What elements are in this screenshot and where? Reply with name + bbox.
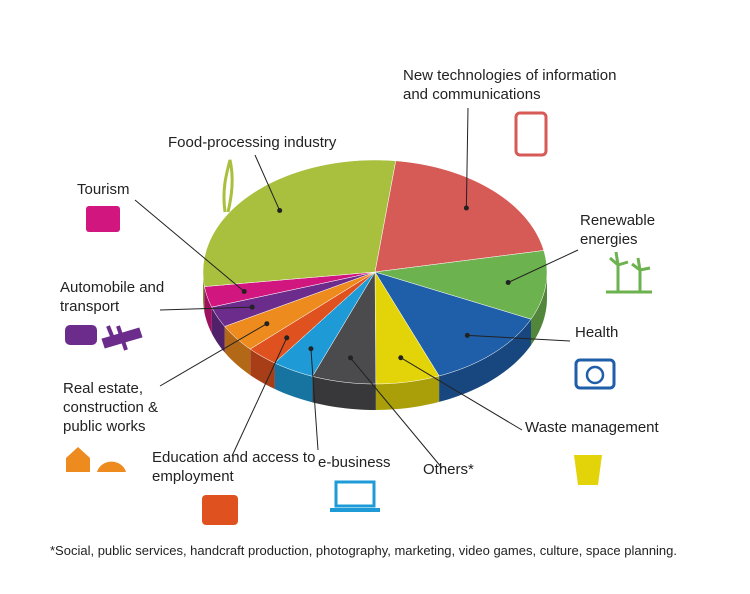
footnote: *Social, public services, handcraft prod…: [50, 543, 678, 558]
slice: [249, 271, 376, 364]
leader-dot: [348, 355, 354, 361]
tablet-icon: [514, 111, 548, 157]
wheat-icon: [222, 159, 234, 213]
slice-side: [250, 349, 275, 389]
pie-tops: [202, 159, 548, 385]
slice-label: New technologies of information and comm…: [403, 67, 617, 103]
slice-side: [530, 272, 547, 346]
leader-line: [231, 337, 288, 457]
slice-label: Food-processing industry: [168, 134, 337, 151]
leader-line: [400, 357, 523, 431]
slice-label: Waste management: [525, 419, 659, 436]
laptop-base: [330, 508, 380, 512]
slice: [312, 271, 377, 385]
slice-side: [274, 362, 313, 403]
slice: [202, 159, 397, 287]
house-icon: [66, 447, 90, 472]
leader-line: [310, 348, 319, 451]
slice-label: Health: [575, 324, 619, 341]
leader-dot: [308, 346, 314, 352]
car-icon: [65, 325, 97, 345]
suitcase-icon: [86, 206, 120, 232]
slice: [274, 271, 376, 377]
bin-icon: [574, 455, 602, 485]
slice-label: Education and access to employment: [152, 449, 316, 485]
leader-line: [350, 357, 443, 469]
health-icon: [574, 358, 616, 390]
plane-icon: [101, 325, 143, 351]
laptop-icon: [334, 480, 376, 508]
slice: [374, 160, 545, 273]
slice-side: [375, 375, 440, 410]
health-cross: [585, 365, 605, 385]
helmet-icon: [97, 461, 126, 472]
pie-sides: [203, 272, 547, 410]
slice: [224, 271, 376, 350]
leader-line: [159, 323, 268, 387]
leader-dot: [264, 321, 270, 327]
slice-label: Automobile and transport: [60, 279, 165, 315]
slice-side: [204, 286, 212, 334]
leader-line: [254, 154, 281, 211]
slice-label: e-business: [318, 454, 391, 471]
slice: [374, 271, 532, 377]
case-icon: [202, 495, 238, 525]
icons: [65, 111, 652, 525]
leader-line: [467, 334, 571, 342]
slice-label: Real estate, construction & public works: [63, 380, 159, 435]
slice-side: [439, 319, 531, 402]
leader-dot: [463, 205, 469, 211]
slice-label: Tourism: [77, 181, 130, 198]
slice-label: Renewable energies: [580, 212, 656, 248]
leader-dot: [464, 332, 470, 338]
slice-side: [203, 272, 205, 313]
leader-line: [159, 306, 253, 311]
leader-line: [134, 199, 245, 292]
leader-dot: [241, 288, 247, 294]
leader-line: [465, 107, 469, 209]
leader-dot: [249, 304, 255, 310]
slice: [374, 271, 440, 385]
slice: [204, 271, 376, 308]
leader-line: [507, 249, 579, 283]
leader-dot: [277, 208, 283, 214]
leader-dot: [284, 335, 290, 341]
slice-side: [312, 376, 376, 410]
slice-side: [211, 307, 225, 353]
slice: [374, 250, 548, 320]
slice-side: [224, 326, 251, 376]
wind-icon: [606, 251, 652, 294]
slice-label: Others*: [423, 461, 474, 478]
leader-dot: [505, 280, 511, 286]
leader-dot: [398, 355, 404, 361]
